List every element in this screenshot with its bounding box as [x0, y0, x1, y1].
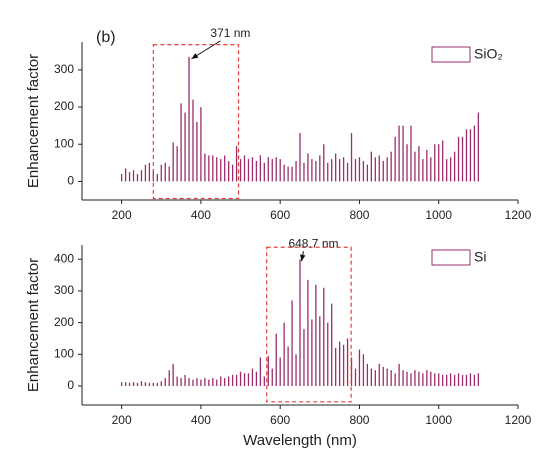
highlight-box — [152, 44, 240, 200]
x-axis-label: Wavelength (nm) — [243, 432, 357, 449]
annotation: 648.7 nm — [288, 236, 338, 250]
y-tick-label: 300 — [54, 62, 74, 76]
y-tick-label: 200 — [54, 99, 74, 113]
y-tick-label: 200 — [54, 315, 74, 329]
y-tick-label: 100 — [54, 346, 74, 360]
annotation: 371 nm — [210, 26, 250, 40]
legend-label: SiO₂ — [474, 46, 503, 62]
x-tick-label: 400 — [191, 413, 211, 427]
x-tick-label: 200 — [112, 413, 132, 427]
x-tick-label: 800 — [349, 208, 369, 222]
x-tick-label: 1000 — [425, 208, 452, 222]
y-tick-label: 400 — [54, 251, 74, 265]
x-tick-label: 600 — [270, 208, 290, 222]
panel-label: (b) — [96, 29, 116, 46]
y-tick-label: 100 — [54, 136, 74, 150]
highlight-box — [266, 246, 352, 403]
x-tick-label: 800 — [349, 413, 369, 427]
legend-swatch — [431, 46, 471, 63]
y-tick-label: 0 — [67, 378, 74, 392]
y-axis-label: Enhancement factor — [25, 54, 42, 188]
legend-label: Si — [474, 249, 486, 265]
y-tick-label: 0 — [67, 174, 74, 188]
x-tick-label: 600 — [270, 413, 290, 427]
y-tick-label: 300 — [54, 283, 74, 297]
legend-swatch — [431, 249, 471, 266]
x-tick-label: 200 — [112, 208, 132, 222]
x-tick-label: 1200 — [505, 208, 532, 222]
x-tick-label: 1200 — [505, 413, 532, 427]
x-tick-label: 400 — [191, 208, 211, 222]
x-tick-label: 1000 — [425, 413, 452, 427]
arrow-head — [191, 53, 199, 59]
y-axis-label: Enhancement factor — [25, 258, 42, 392]
arrow-head — [300, 254, 306, 262]
